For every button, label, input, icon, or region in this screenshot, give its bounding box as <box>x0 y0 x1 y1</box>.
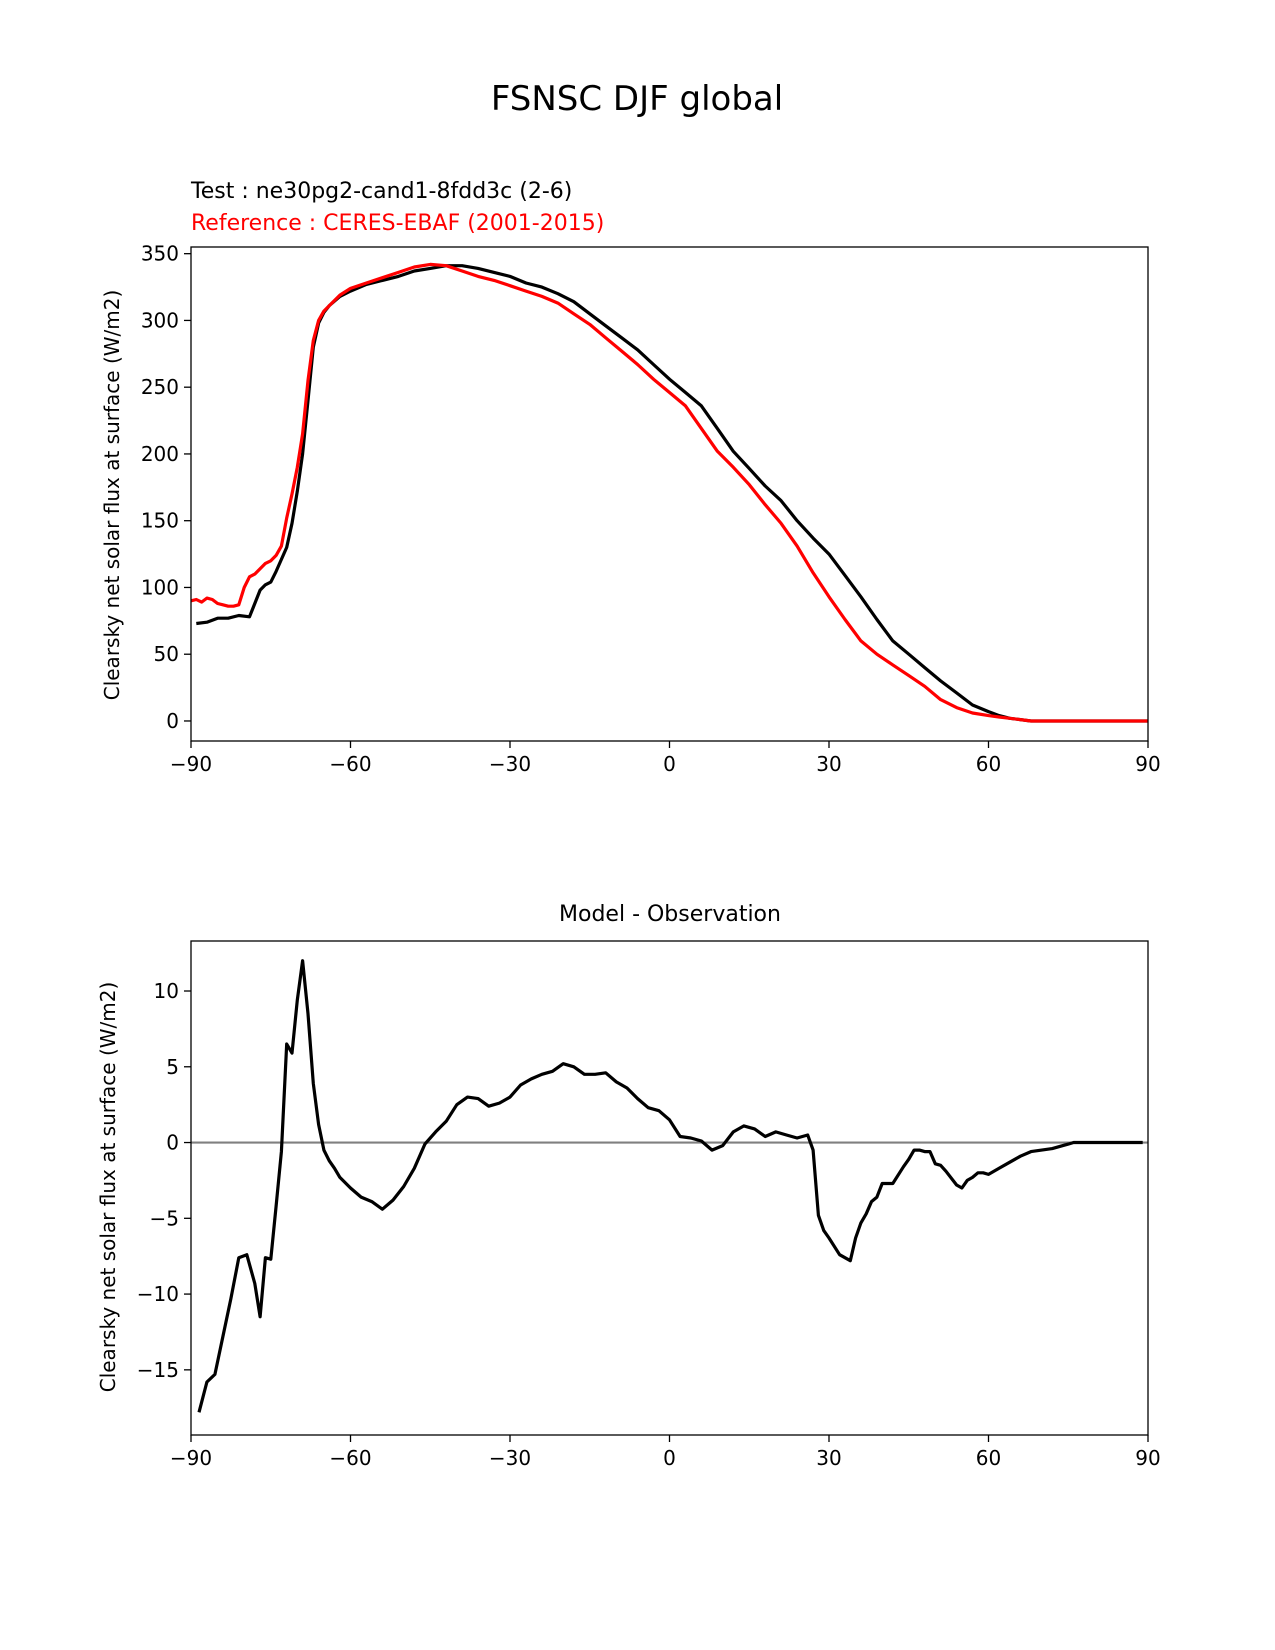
top-xtick-label: −30 <box>489 752 531 776</box>
top-subtitle-test: Test : ne30pg2-cand1-8fdd3c (2-6) <box>190 179 572 204</box>
top-ytick-label: 150 <box>141 509 179 533</box>
top-ytick-label: 0 <box>166 709 179 733</box>
bottom-title: Model - Observation <box>559 902 781 927</box>
top-ytick-label: 300 <box>141 308 179 332</box>
top-xtick-label: −60 <box>329 752 371 776</box>
bottom-series-0-line <box>197 959 1143 1413</box>
top-xtick-label: 60 <box>976 752 1001 776</box>
bottom-xtick-label: 60 <box>976 1446 1001 1470</box>
top-ytick-label: 200 <box>141 442 179 466</box>
bottom-ytick-label: −5 <box>150 1206 179 1230</box>
top-ytick-label: 100 <box>141 575 179 599</box>
bottom-xtick-label: 90 <box>1135 1446 1160 1470</box>
bottom-panel: Model - Observation Clearsky net solar f… <box>96 902 1161 1470</box>
bottom-ytick-label: 5 <box>166 1055 179 1079</box>
top-subtitle-reference: Reference : CERES-EBAF (2001-2015) <box>191 211 604 236</box>
top-xtick-label: 0 <box>663 752 676 776</box>
bottom-plot-area: −90 −60 −30 0 30 60 90 −15 −10 −5 0 5 10 <box>137 940 1161 1470</box>
top-xtick-label: 90 <box>1135 752 1160 776</box>
top-xtick-label: 30 <box>816 752 841 776</box>
bottom-ytick-label: 10 <box>154 979 179 1003</box>
bottom-xtick-label: 30 <box>816 1446 841 1470</box>
top-xtick-label: −90 <box>170 752 212 776</box>
bottom-xtick-label: 0 <box>663 1446 676 1470</box>
top-panel: Test : ne30pg2-cand1-8fdd3c (2-6) Refere… <box>100 179 1161 776</box>
bottom-ytick-label: −15 <box>137 1358 179 1382</box>
top-series-0-line <box>196 264 1148 723</box>
bottom-xtick-label: −30 <box>489 1446 531 1470</box>
bottom-xtick-label: −60 <box>329 1446 371 1470</box>
top-series-1-line <box>190 262 1148 723</box>
top-plot-area: −90 −60 −30 0 30 60 90 0 50 100 150 200 250 300 350 <box>141 242 1161 776</box>
bottom-ytick-label: −10 <box>137 1282 179 1306</box>
bottom-ylabel: Clearsky net solar flux at surface (W/m2… <box>96 982 120 1393</box>
top-ytick-label: 350 <box>141 242 179 266</box>
bottom-ytick-label: 0 <box>166 1131 179 1155</box>
figure-title: FSNSC DJF global <box>491 79 783 119</box>
top-ytick-label: 50 <box>154 642 179 666</box>
bottom-xtick-label: −90 <box>170 1446 212 1470</box>
top-ylabel: Clearsky net solar flux at surface (W/m2… <box>100 290 124 701</box>
top-ytick-label: 250 <box>141 375 179 399</box>
